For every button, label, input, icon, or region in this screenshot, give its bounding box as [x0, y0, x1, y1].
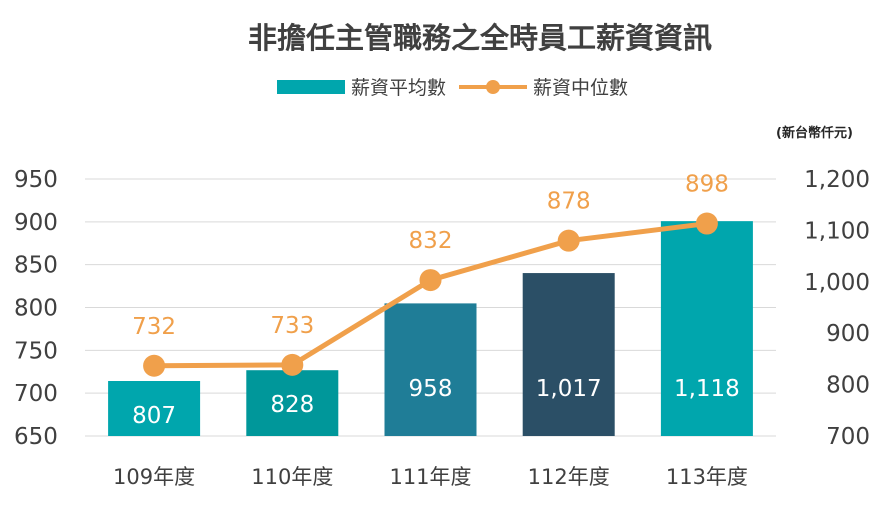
- bar-value-label: 1,118: [674, 376, 740, 402]
- right-tick-label: 1,100: [804, 218, 870, 244]
- left-tick-label: 950: [14, 167, 58, 193]
- bars: 807 828 958 1,017 1,118: [108, 221, 753, 436]
- left-tick-label: 650: [14, 424, 58, 450]
- x-tick-label: 113年度: [666, 465, 748, 489]
- legend-swatch-mean: [277, 80, 345, 94]
- left-axis: 650 700 750 800 850 900 950: [14, 167, 58, 450]
- x-tick-label: 110年度: [251, 465, 333, 489]
- bar: [246, 370, 339, 436]
- median-point: [419, 269, 442, 292]
- bar: [660, 221, 753, 436]
- x-tick-label: 111年度: [389, 465, 471, 489]
- left-tick-label: 850: [14, 253, 58, 279]
- bar: [384, 303, 477, 436]
- left-tick-label: 800: [14, 296, 58, 322]
- median-value-label: 733: [270, 313, 314, 339]
- right-tick-label: 700: [826, 424, 870, 450]
- left-tick-label: 900: [14, 210, 58, 236]
- bar-value-label: 958: [409, 376, 453, 402]
- legend: 薪資平均數 薪資中位數: [277, 77, 628, 99]
- x-tick-label: 109年度: [113, 465, 195, 489]
- chart-title: 非擔任主管職務之全時員工薪資資訊: [248, 21, 712, 55]
- legend-label-mean: 薪資平均數: [351, 77, 446, 99]
- x-tick-label: 112年度: [528, 465, 610, 489]
- legend-label-median: 薪資中位數: [533, 77, 628, 99]
- right-tick-label: 800: [826, 373, 870, 399]
- median-line: 732 733 832 878 898: [132, 172, 729, 377]
- legend-marker-median: [486, 80, 500, 94]
- right-tick-label: 900: [826, 321, 870, 347]
- bar: [108, 381, 201, 436]
- bar-value-label: 828: [270, 392, 314, 418]
- bar-value-label: 1,017: [536, 376, 602, 402]
- median-point: [695, 212, 718, 235]
- right-tick-label: 1,000: [804, 270, 870, 296]
- x-axis: 109年度 110年度 111年度 112年度 113年度: [113, 465, 748, 489]
- median-value-label: 898: [685, 172, 729, 198]
- median-value-label: 832: [409, 228, 453, 254]
- median-point: [281, 353, 304, 376]
- right-tick-label: 1,200: [804, 167, 870, 193]
- bar: [522, 273, 615, 436]
- median-value-label: 732: [132, 314, 176, 340]
- median-value-label: 878: [547, 189, 591, 215]
- bar-value-label: 807: [132, 403, 176, 429]
- left-tick-label: 750: [14, 338, 58, 364]
- median-point: [557, 229, 580, 252]
- left-tick-label: 700: [14, 381, 58, 407]
- unit-label: (新台幣仟元): [776, 125, 853, 141]
- median-point: [143, 354, 166, 377]
- right-axis: 700 800 900 1,000 1,100 1,200: [804, 167, 870, 450]
